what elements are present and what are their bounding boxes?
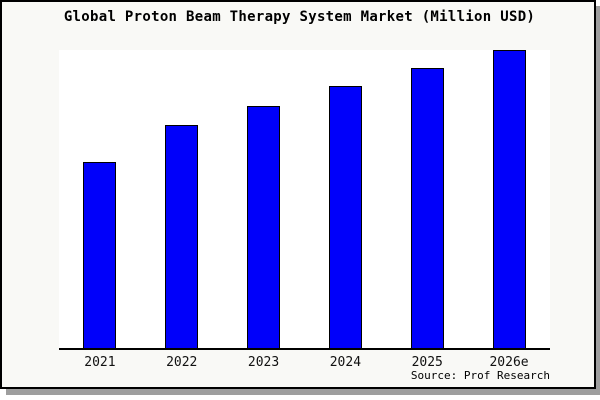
x-tick-label-2022: 2022 [166,355,198,370]
x-axis-labels: 2021 2022 2023 2024 2025 2026e [59,355,550,370]
bar-2026e [492,50,526,348]
x-tick-label-2026e: 2026e [489,355,529,370]
x-tick-label-2024: 2024 [329,355,362,370]
x-tick-label-2023: 2023 [247,355,280,370]
bar-group [59,50,550,348]
bar-2023 [247,106,281,348]
bar-2025 [410,67,444,348]
source-caption: Source: Prof Research [410,369,550,382]
chart-title: Global Proton Beam Therapy System Market… [63,9,536,25]
bar-2024 [328,86,362,348]
x-tick-label-2021: 2021 [84,355,116,370]
bar-2022 [165,124,199,348]
chart-frame: Global Proton Beam Therapy System Market… [0,0,596,389]
plot-area [59,50,550,350]
bar-2021 [83,162,117,348]
x-tick-label-2025: 2025 [411,355,443,370]
